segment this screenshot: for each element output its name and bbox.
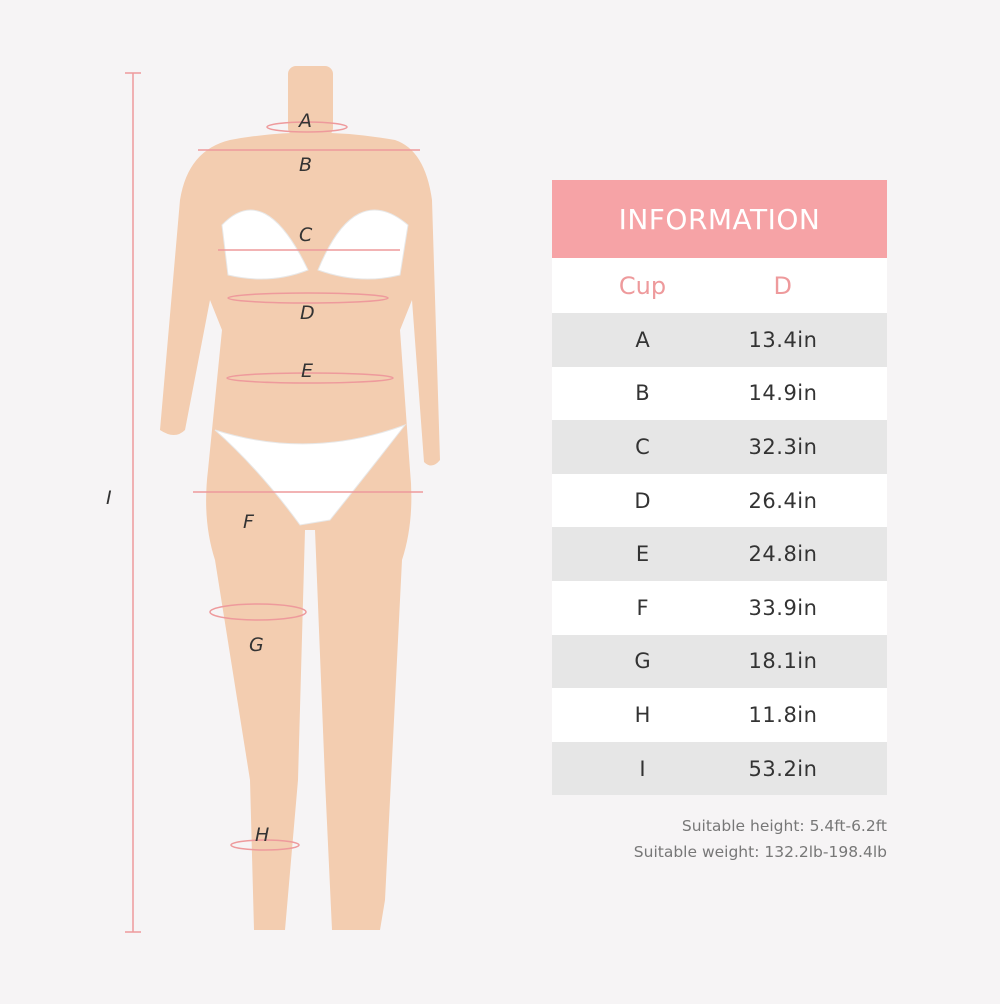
label-c: C: [299, 224, 313, 246]
row-label: C: [635, 434, 650, 459]
top-right-cup: [317, 209, 409, 280]
suitable-weight: Suitable weight: 132.2lb-198.4lb: [633, 843, 887, 861]
column-header-size: D: [773, 271, 793, 300]
row-label: D: [634, 488, 651, 513]
table-row: A 13.4in: [552, 313, 887, 367]
table-row: D 26.4in: [552, 473, 887, 528]
label-a: A: [299, 110, 312, 132]
table-row: C 32.3in: [552, 420, 887, 474]
row-label: H: [634, 702, 651, 727]
row-label: A: [635, 327, 650, 352]
table-row: E 24.8in: [552, 527, 887, 581]
row-value: 33.9in: [748, 595, 818, 620]
label-e: E: [301, 360, 314, 382]
row-label: I: [639, 756, 646, 781]
row-value: 32.3in: [748, 434, 818, 459]
size-table: INFORMATION Cup D A 13.4in B 14.9in C 32.3i…: [552, 180, 887, 796]
suitable-height: Suitable height: 5.4ft-6.2ft: [681, 817, 887, 835]
row-value: 14.9in: [748, 381, 818, 406]
table-row: I 53.2in: [552, 741, 887, 796]
row-value: 18.1in: [748, 649, 818, 674]
product-figure: A B C D E F G H I: [106, 66, 440, 933]
row-value: 26.4in: [748, 488, 818, 513]
label-i: I: [106, 487, 112, 509]
row-label: B: [635, 381, 650, 406]
table-title: INFORMATION: [552, 180, 887, 258]
label-b: B: [299, 154, 313, 176]
label-g: G: [249, 634, 264, 656]
label-d: D: [300, 302, 315, 324]
top-left-cup: [221, 209, 309, 280]
row-label: F: [636, 595, 649, 620]
table-row: B 14.9in: [552, 366, 887, 421]
table-row: F 33.9in: [552, 580, 887, 635]
row-value: 13.4in: [748, 327, 818, 352]
row-value: 11.8in: [748, 702, 818, 727]
column-header-cup: Cup: [618, 271, 667, 300]
body-shape: [160, 132, 440, 930]
table-row: H 11.8in: [552, 688, 887, 742]
table-header-row: Cup D: [552, 258, 887, 313]
bodysuit-illustration: [125, 66, 440, 933]
row-value: 24.8in: [748, 542, 818, 567]
neck: [288, 66, 333, 136]
row-label: E: [635, 542, 650, 567]
label-f: F: [243, 511, 254, 533]
row-label: G: [634, 649, 651, 674]
table-row: G 18.1in: [552, 634, 887, 689]
label-h: H: [255, 824, 270, 846]
row-value: 53.2in: [748, 756, 818, 781]
bottom-garment: [214, 423, 407, 526]
